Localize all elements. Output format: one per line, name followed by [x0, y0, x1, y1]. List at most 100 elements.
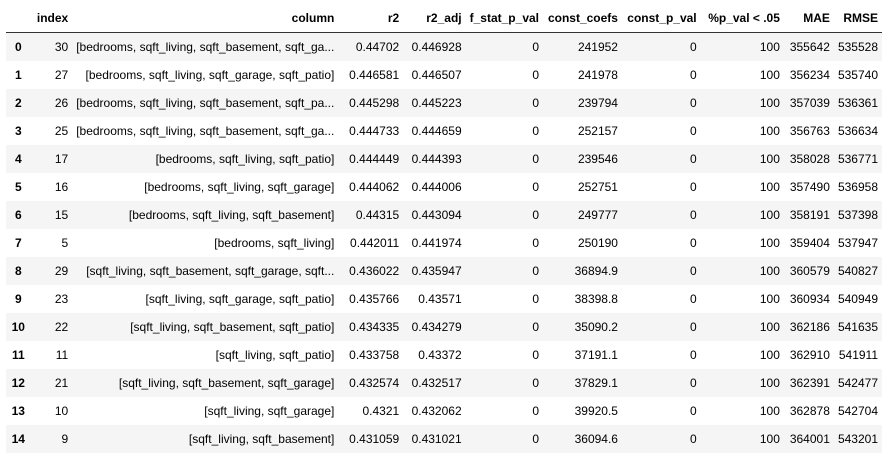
column-cell: [sqft_living, sqft_patio]: [215, 347, 335, 362]
column-cell: [bedrooms, sqft_living, sqft_basement]: [128, 207, 335, 222]
index-cell: 5: [61, 235, 69, 250]
row-index: 13: [11, 403, 25, 418]
const-p-val-cell: 0: [689, 235, 697, 250]
f-stat-p-val-cell: 0: [532, 179, 539, 194]
r2-cell: 0.44315: [355, 207, 400, 222]
table-row: 13 10 [sqft_living, sqft_garage] 0.4321 0.43…: [6, 397, 882, 425]
r2-cell: 0.444062: [349, 179, 400, 194]
row-index: 2: [14, 95, 22, 110]
r2-adj-header: r2_adj: [403, 4, 466, 33]
mae-cell: 364001: [789, 431, 830, 446]
const-coefs-cell: 38398.8: [574, 291, 618, 306]
const-coefs-cell: 241978: [577, 67, 618, 82]
mae-cell: 357490: [789, 179, 830, 194]
row-index: 9: [14, 291, 22, 306]
mae-cell: 362878: [789, 403, 830, 418]
mae-cell: 362910: [789, 347, 830, 362]
r2-adj-cell: 0.431021: [411, 431, 462, 446]
r2-adj-cell: 0.444659: [411, 123, 462, 138]
const-coefs-cell: 37829.1: [574, 375, 618, 390]
rmse-cell: 537398: [837, 207, 878, 222]
table-row: 9 23 [sqft_living, sqft_garage, sqft_patio…: [6, 285, 882, 313]
index-cell: 21: [54, 375, 69, 390]
rmse-cell: 542704: [837, 403, 878, 418]
column-cell: [bedrooms, sqft_living, sqft_basement, s…: [76, 95, 335, 110]
rmse-cell: 543201: [837, 431, 878, 446]
table-row: 14 9 [sqft_living, sqft_basement] 0.431059 0…: [6, 424, 882, 453]
r2-cell: 0.442011: [350, 235, 400, 250]
pct-p-val-cell: 100: [759, 207, 780, 222]
rmse-cell: 541635: [837, 319, 878, 334]
r2-cell: 0.433758: [349, 347, 400, 362]
r2-cell: 0.435766: [349, 291, 400, 306]
r2-cell: 0.434335: [349, 319, 400, 334]
rmse-cell: 542477: [837, 375, 878, 390]
row-index: 5: [14, 179, 22, 194]
pct-p-val-cell: 100: [759, 403, 780, 418]
const-p-val-cell: 0: [689, 375, 697, 390]
mae-cell: 356763: [789, 123, 830, 138]
const-coefs-header: const_coefs: [543, 4, 622, 33]
const-coefs-cell: 35090.2: [574, 319, 618, 334]
row-index-header: [6, 4, 31, 33]
index-cell: 29: [54, 263, 69, 278]
rmse-cell: 536361: [837, 95, 878, 110]
mae-cell: 358191: [789, 207, 830, 222]
index-cell: 17: [54, 151, 69, 166]
r2-adj-cell: 0.444393: [411, 151, 462, 166]
index-header: index: [30, 4, 73, 33]
rmse-cell: 536771: [837, 151, 878, 166]
pct-p-val-cell: 100: [759, 347, 780, 362]
table-row: 4 17 [bedrooms, sqft_living, sqft_patio] 0.…: [6, 144, 882, 173]
mae-cell: 360579: [789, 263, 830, 278]
f-stat-p-val-cell: 0: [532, 39, 539, 54]
const-p-val-cell: 0: [689, 263, 697, 278]
r2-header: r2: [338, 4, 404, 33]
const-p-val-cell: 0: [689, 347, 697, 362]
pct-p-val-cell: 100: [759, 123, 780, 138]
r2-adj-cell: 0.432062: [411, 403, 462, 418]
index-cell: 10: [54, 403, 69, 418]
column-header: column: [72, 4, 339, 33]
table-row: 11 11 [sqft_living, sqft_patio] 0.433758 0.4…: [6, 341, 882, 369]
f-stat-p-val-cell: 0: [532, 319, 539, 334]
mae-cell: 358028: [789, 151, 830, 166]
column-cell: [sqft_living, sqft_basement]: [188, 431, 335, 446]
const-p-val-cell: 0: [689, 95, 697, 110]
rmse-cell: 535528: [837, 39, 878, 54]
column-cell: [sqft_living, sqft_basement, sqft_garage…: [86, 263, 335, 278]
pct-p-val-cell: 100: [759, 431, 780, 446]
pct-p-val-cell: 100: [759, 95, 780, 110]
header-row: index column r2 r2_adj f_stat_p_val const_coe…: [6, 4, 882, 33]
column-cell: [sqft_living, sqft_basement, sqft_garage…: [118, 375, 335, 390]
table-row: 3 25 [bedrooms, sqft_living, sqft_basement…: [6, 117, 882, 145]
r2-adj-cell: 0.432517: [411, 375, 462, 390]
r2-cell: 0.444733: [349, 123, 400, 138]
f-stat-p-val-cell: 0: [532, 431, 539, 446]
const-p-val-cell: 0: [689, 179, 697, 194]
const-coefs-cell: 239794: [577, 95, 618, 110]
const-coefs-cell: 252157: [577, 123, 618, 138]
const-p-val-cell: 0: [689, 39, 697, 54]
r2-cell: 0.4321: [362, 403, 400, 418]
mae-header: MAE: [783, 4, 834, 33]
const-p-val-cell: 0: [689, 207, 697, 222]
index-cell: 26: [54, 95, 69, 110]
column-cell: [bedrooms, sqft_living, sqft_garage, sqf…: [85, 67, 335, 82]
f-stat-p-val-cell: 0: [532, 151, 539, 166]
rmse-cell: 541911: [838, 347, 878, 362]
r2-adj-cell: 0.446928: [411, 39, 462, 54]
pct-p-val-cell: 100: [759, 151, 780, 166]
row-index: 14: [11, 431, 25, 446]
r2-cell: 0.431059: [349, 431, 400, 446]
column-cell: [bedrooms, sqft_living]: [214, 235, 335, 250]
const-coefs-cell: 36094.6: [574, 431, 618, 446]
const-coefs-cell: 249777: [577, 207, 618, 222]
const-p-val-cell: 0: [689, 123, 697, 138]
const-p-val-cell: 0: [689, 67, 697, 82]
index-cell: 23: [54, 291, 69, 306]
row-index: 10: [11, 319, 25, 334]
results-dataframe: index column r2 r2_adj f_stat_p_val const_coe…: [6, 4, 882, 453]
mae-cell: 362391: [789, 375, 830, 390]
row-index: 4: [14, 151, 22, 166]
